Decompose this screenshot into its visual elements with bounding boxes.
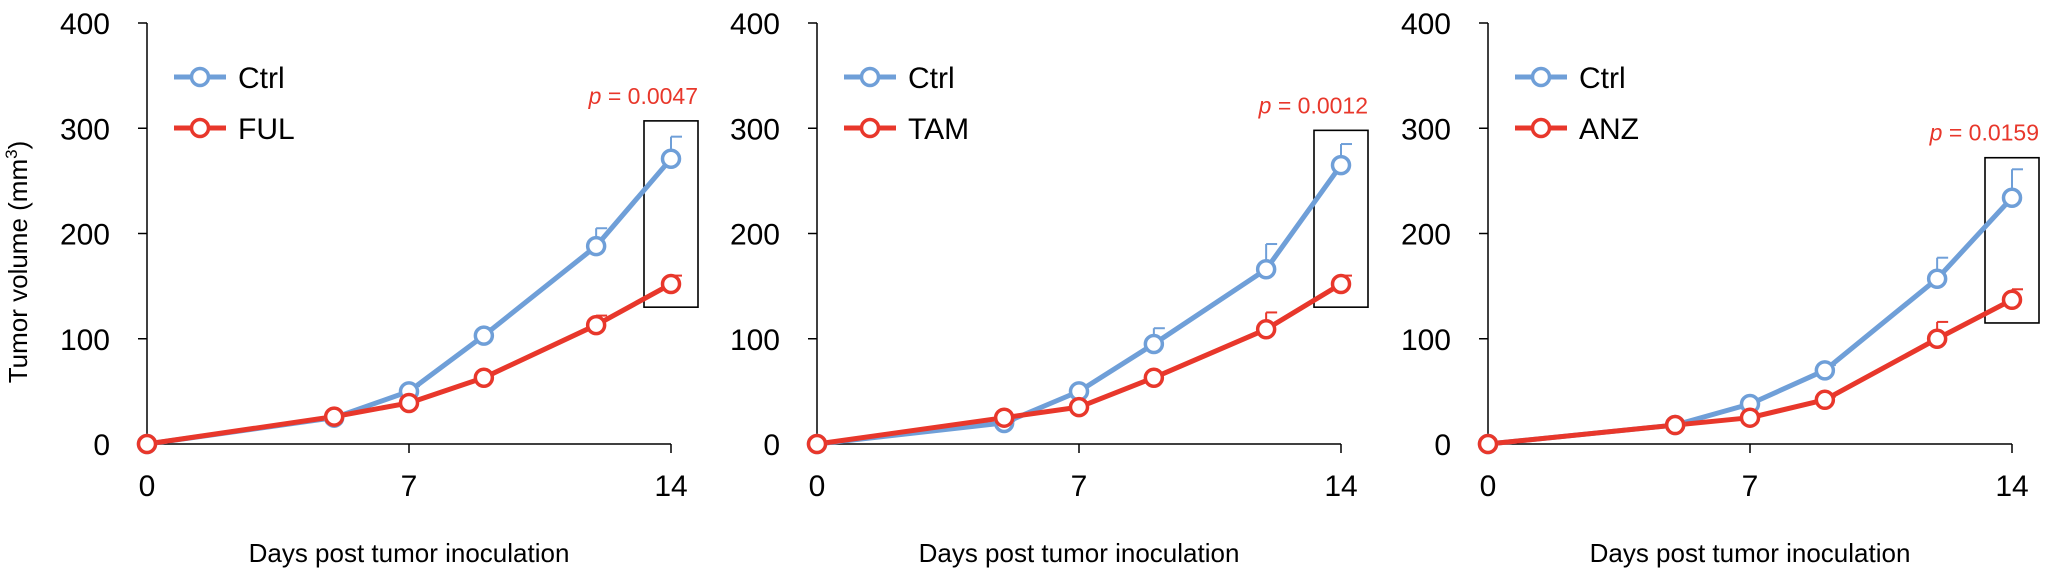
legend-label-ctrl: Ctrl — [908, 62, 955, 95]
legend-swatch-marker — [859, 66, 881, 88]
legend-swatch-marker — [1530, 66, 1552, 88]
legend-label-ful: FUL — [238, 113, 295, 146]
data-point-ctrl — [1255, 259, 1277, 280]
x-tick-label: 0 — [139, 470, 156, 503]
legend-label-tam: TAM — [908, 113, 969, 146]
legend-label-ctrl: Ctrl — [238, 62, 285, 95]
data-point-ful — [398, 392, 420, 414]
data-point-ful — [473, 367, 495, 388]
data-point-tam — [1255, 319, 1277, 340]
p-value-symbol: p — [588, 83, 602, 109]
x-tick-label: 14 — [1995, 470, 2028, 503]
data-point-ctrl — [660, 148, 682, 170]
legend-swatch-marker — [189, 66, 211, 88]
y-tick-label: 300 — [60, 113, 110, 146]
data-point-ful — [660, 273, 682, 295]
x-tick-label: 7 — [401, 470, 418, 503]
data-point-tam — [1330, 273, 1352, 295]
x-axis-title: Days post tumor inoculation — [1590, 538, 1911, 568]
y-tick-label: 0 — [763, 429, 780, 462]
legend-swatch-marker — [189, 117, 211, 139]
y-tick-label: 100 — [730, 324, 780, 357]
data-point-anz — [1926, 328, 1948, 349]
y-tick-label: 400 — [1401, 8, 1451, 41]
x-tick-label: 14 — [654, 470, 687, 503]
data-point-ful — [136, 433, 158, 455]
y-axis-title-close: ) — [3, 141, 33, 150]
series-line-tam — [816, 281, 1343, 447]
p-value-text: = 0.0047 — [601, 83, 698, 109]
series-line-ful — [146, 281, 673, 447]
data-point-tam — [806, 433, 828, 455]
y-tick-label: 300 — [1401, 113, 1451, 146]
data-point-ctrl — [1926, 268, 1948, 290]
data-point-ctrl — [1330, 154, 1352, 176]
data-point-ful — [585, 314, 607, 336]
data-point-ctrl — [473, 325, 495, 346]
data-point-anz — [1664, 414, 1686, 436]
x-tick-label: 0 — [809, 470, 826, 503]
legend-swatch-marker — [1530, 117, 1552, 139]
y-axis-title-main: Tumor volume (mm — [3, 159, 33, 383]
y-tick-label: 200 — [1401, 219, 1451, 252]
series-line-anz — [1487, 297, 2014, 447]
p-value-symbol: p — [1258, 92, 1272, 118]
data-point-anz — [1477, 433, 1499, 455]
highlight-box — [643, 120, 699, 308]
y-tick-label: 300 — [730, 113, 780, 146]
y-tick-label: 100 — [1401, 324, 1451, 357]
x-tick-label: 7 — [1071, 470, 1088, 503]
data-point-tam — [1143, 367, 1165, 388]
data-point-ctrl — [1814, 360, 1836, 381]
p-value-label: p = 0.0012 — [1258, 92, 1368, 118]
y-tick-label: 0 — [1434, 429, 1451, 462]
y-tick-label: 0 — [93, 429, 110, 462]
data-point-anz — [2001, 289, 2023, 311]
y-tick-label: 400 — [730, 8, 780, 41]
chart-panel-anz: 0 100 200 300 400 0 7 14 Days post tumor inocula… — [1401, 8, 2040, 568]
y-tick-label: 100 — [60, 324, 110, 357]
data-point-tam — [993, 407, 1015, 428]
data-point-ful — [323, 406, 345, 427]
x-tick-label: 7 — [1742, 470, 1759, 503]
chart-panel-ful: 0 100 200 300 400 0 7 14 Days post tumor inocula… — [60, 8, 699, 568]
legend-label-ctrl: Ctrl — [1579, 62, 1626, 95]
y-axis-title-superscript: 3 — [2, 149, 21, 158]
y-tick-label: 400 — [60, 8, 110, 41]
data-point-anz — [1739, 407, 1761, 428]
data-point-tam — [1068, 396, 1090, 418]
data-point-ctrl — [2001, 187, 2023, 208]
p-value-symbol: p — [1929, 120, 1943, 146]
p-value-text: = 0.0159 — [1942, 120, 2039, 146]
p-value-text: = 0.0012 — [1271, 92, 1368, 118]
legend-label-anz: ANZ — [1579, 113, 1639, 146]
p-value-label: p = 0.0159 — [1929, 120, 2039, 146]
highlight-box — [1313, 129, 1369, 308]
x-axis-title: Days post tumor inoculation — [249, 538, 570, 568]
legend-swatch-marker — [859, 117, 881, 139]
chart-panel-tam: 0 100 200 300 400 0 7 14 Days post tumor inocula… — [730, 8, 1369, 568]
data-point-ctrl — [585, 235, 607, 257]
y-tick-label: 200 — [60, 219, 110, 252]
y-axis-title: Tumor volume (mm3) — [2, 141, 33, 384]
data-point-ctrl — [1143, 333, 1165, 355]
p-value-label: p = 0.0047 — [588, 83, 698, 109]
x-axis-title: Days post tumor inoculation — [919, 538, 1240, 568]
x-tick-label: 14 — [1324, 470, 1357, 503]
x-tick-label: 0 — [1480, 470, 1497, 503]
y-tick-label: 200 — [730, 219, 780, 252]
highlight-box — [1984, 156, 2040, 324]
data-point-anz — [1814, 389, 1836, 411]
series-line-ctrl — [816, 163, 1344, 447]
